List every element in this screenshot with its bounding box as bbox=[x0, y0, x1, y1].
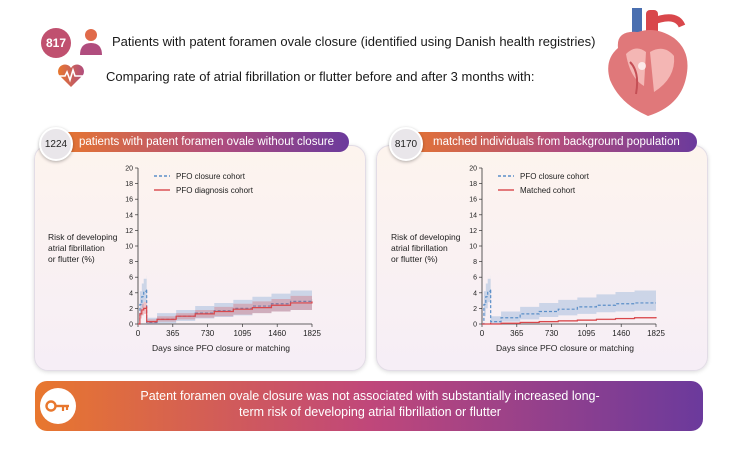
y-tick-label: 20 bbox=[469, 166, 477, 173]
y-tick-label: 14 bbox=[125, 212, 133, 219]
x-axis-label: Days since PFO closure or matching bbox=[152, 343, 290, 353]
panel-background-population bbox=[376, 145, 708, 371]
header-line-1: Patients with patent foramen ovale closu… bbox=[112, 34, 596, 49]
x-tick-label: 1825 bbox=[647, 329, 665, 338]
heart-rate-icon bbox=[58, 64, 84, 87]
legend-label-0: PFO closure cohort bbox=[520, 172, 590, 181]
y-tick-label: 10 bbox=[125, 244, 133, 251]
legend-label-1: Matched cohort bbox=[520, 186, 576, 195]
heart-anatomy-icon bbox=[608, 8, 688, 116]
y-tick-label: 16 bbox=[125, 197, 133, 204]
panel-1-ylabel: Risk of developing atrial fibrillation o… bbox=[48, 232, 118, 264]
series-line-1 bbox=[138, 301, 313, 325]
series-line-1 bbox=[482, 316, 657, 325]
y-tick-label: 12 bbox=[469, 228, 477, 235]
series-line-0 bbox=[482, 288, 656, 325]
x-tick-label: 0 bbox=[480, 329, 485, 338]
ci-band-0 bbox=[138, 275, 312, 324]
y-tick-label: 8 bbox=[129, 259, 133, 266]
x-tick-label: 1825 bbox=[303, 329, 321, 338]
header-line-2: Comparing rate of atrial fibrillation or… bbox=[106, 69, 535, 84]
key-icon bbox=[45, 400, 69, 412]
y-tick-label: 6 bbox=[473, 275, 477, 282]
y-tick-label: 4 bbox=[473, 290, 477, 297]
x-tick-label: 1460 bbox=[268, 329, 286, 338]
y-tick-label: 10 bbox=[469, 244, 477, 251]
y-tick-label: 2 bbox=[129, 306, 133, 313]
y-tick-label: 6 bbox=[129, 275, 133, 282]
series-line-0 bbox=[138, 288, 313, 325]
x-axis-label: Days since PFO closure or matching bbox=[496, 343, 634, 353]
y-tick-label: 0 bbox=[473, 322, 477, 329]
patient-count-badge: 817 bbox=[41, 28, 71, 58]
x-tick-label: 1095 bbox=[578, 329, 596, 338]
y-tick-label: 0 bbox=[129, 322, 133, 329]
conclusion-text: Patent foramen ovale closure was not ass… bbox=[140, 389, 600, 419]
chart-without-closure: 0 2 4 6 8 10 12 14 16 18 20 0 365 730 1095 1460 1825 Days… bbox=[125, 166, 321, 354]
x-tick-label: 1095 bbox=[234, 329, 252, 338]
panel-2-count-badge: 8170 bbox=[389, 127, 423, 161]
y-tick-label: 18 bbox=[125, 181, 133, 188]
x-tick-label: 365 bbox=[510, 329, 524, 338]
y-tick-label: 12 bbox=[125, 228, 133, 235]
panel-2-ylabel: Risk of developing atrial fibrillation o… bbox=[391, 232, 461, 264]
legend-label-1: PFO diagnosis cohort bbox=[176, 186, 254, 195]
panel-1-count-badge: 1224 bbox=[39, 127, 73, 161]
y-tick-label: 2 bbox=[473, 306, 477, 313]
y-tick-label: 4 bbox=[129, 290, 133, 297]
legend-label-0: PFO closure cohort bbox=[176, 172, 246, 181]
y-tick-label: 14 bbox=[469, 212, 477, 219]
y-tick-label: 8 bbox=[473, 259, 477, 266]
ci-band-0 bbox=[482, 275, 656, 324]
chart-background-population: 0 2 4 6 8 10 12 14 16 18 20 0 365 730 1095 1460 1825 Days… bbox=[469, 166, 665, 354]
y-tick-label: 20 bbox=[125, 166, 133, 173]
patient-icon bbox=[80, 29, 102, 55]
x-tick-label: 730 bbox=[201, 329, 215, 338]
x-tick-label: 730 bbox=[545, 329, 559, 338]
x-tick-label: 365 bbox=[166, 329, 180, 338]
y-tick-label: 16 bbox=[469, 197, 477, 204]
y-tick-label: 18 bbox=[469, 181, 477, 188]
panel-1-title: patients with patent foramen ovale witho… bbox=[57, 132, 349, 152]
conclusion-banner: Patent foramen ovale closure was not ass… bbox=[35, 381, 703, 431]
x-tick-label: 0 bbox=[136, 329, 141, 338]
x-tick-label: 1460 bbox=[612, 329, 630, 338]
panel-2-title: matched individuals from background popu… bbox=[395, 132, 697, 152]
